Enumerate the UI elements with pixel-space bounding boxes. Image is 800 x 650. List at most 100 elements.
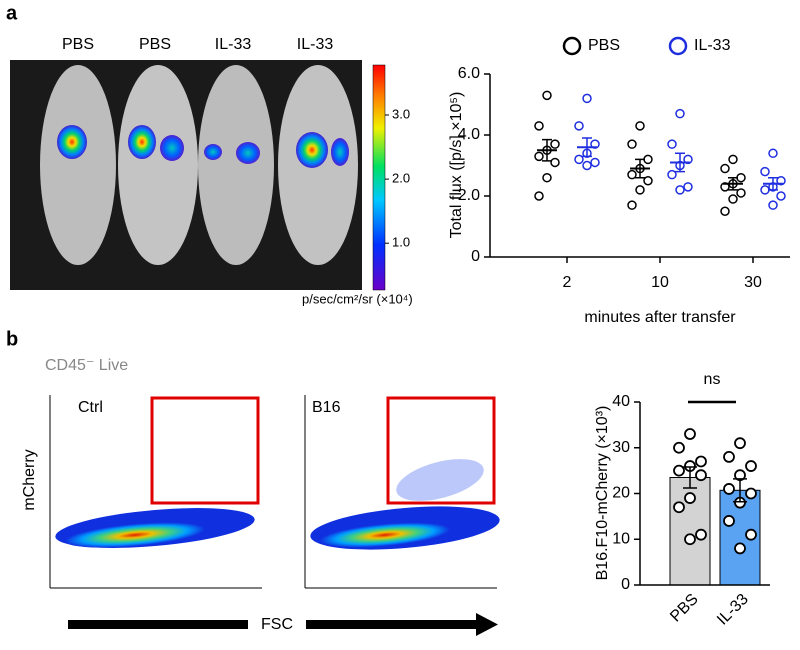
data-point <box>695 469 707 482</box>
y-tick-label: 0 <box>471 248 480 265</box>
x-tick-label: IL-33 <box>714 591 752 629</box>
data-point <box>643 176 653 186</box>
data-point <box>550 139 560 149</box>
x-tick-label: PBS <box>667 591 702 626</box>
data-point <box>627 169 637 180</box>
data-point <box>736 188 746 198</box>
y-tick-label: 20 <box>612 485 630 502</box>
y-tick-label: 40 <box>612 393 630 410</box>
y-axis-label: B16.F10-mCherry (×10³) <box>594 406 611 581</box>
data-point <box>582 93 592 104</box>
data-point <box>736 172 746 183</box>
flow-panel-label: Ctrl <box>78 399 103 416</box>
y-tick-label: 1.0 <box>392 235 410 250</box>
data-point <box>675 185 685 195</box>
data-point <box>728 194 738 204</box>
data-point <box>550 157 560 168</box>
data-point <box>635 185 645 195</box>
data-point <box>673 464 685 477</box>
legend-label: PBS <box>588 37 620 54</box>
data-point <box>760 185 770 195</box>
error-bar <box>582 137 592 158</box>
y-tick-label: 3.0 <box>392 106 410 121</box>
data-point <box>723 483 735 495</box>
y-tick-label: 2.0 <box>458 187 480 204</box>
data-point <box>590 157 600 168</box>
data-point <box>745 528 757 541</box>
data-point <box>582 160 592 171</box>
x-tick-label: 30 <box>744 274 762 291</box>
data-point <box>734 542 746 555</box>
y-axis-label: mCherry <box>21 449 38 510</box>
data-point <box>574 121 584 131</box>
panel-label: b <box>6 328 18 350</box>
error-bar <box>683 466 697 489</box>
mouse-image <box>10 60 362 290</box>
data-point <box>635 121 645 131</box>
y-tick-label: 4.0 <box>458 126 480 143</box>
data-point <box>667 169 677 180</box>
x-axis-label: FSC <box>261 616 293 633</box>
y-tick-label: 30 <box>612 439 630 456</box>
data-point <box>534 151 544 162</box>
flow-panel-label: B16 <box>312 399 341 416</box>
y-tick-label: 0 <box>621 576 630 593</box>
error-bar <box>675 152 685 173</box>
data-point <box>695 455 707 468</box>
image-label: PBS <box>139 36 171 53</box>
data-point <box>684 428 696 440</box>
error-bar <box>635 158 645 179</box>
legend-label: IL-33 <box>694 37 731 54</box>
data-point <box>768 200 778 210</box>
data-point <box>534 191 544 201</box>
data-point <box>627 139 637 149</box>
data-point <box>684 492 696 504</box>
data-point <box>542 172 552 183</box>
data-point <box>673 441 685 454</box>
data-point <box>574 154 584 165</box>
legend-marker <box>562 36 582 56</box>
error-bar <box>733 478 747 503</box>
colorbar <box>372 64 386 291</box>
image-label: PBS <box>62 36 94 53</box>
data-point <box>667 139 677 149</box>
data-point <box>768 148 778 159</box>
data-point <box>720 163 730 174</box>
data-point <box>695 528 707 541</box>
data-point <box>745 460 757 472</box>
x-tick-label: 2 <box>563 274 572 291</box>
data-point <box>673 501 685 514</box>
x-axis-label: minutes after transfer <box>584 309 736 326</box>
image-label: IL-33 <box>215 36 252 53</box>
data-point <box>760 166 770 177</box>
x-tick-label: 10 <box>651 274 669 291</box>
data-point <box>683 182 693 192</box>
data-point <box>684 533 696 546</box>
data-point <box>745 487 757 500</box>
y-tick-label: 2.0 <box>392 171 410 186</box>
data-point <box>675 108 685 119</box>
colorbar-label: p/sec/cm²/sr (×10⁴) <box>302 291 413 306</box>
y-tick-label: 10 <box>612 530 630 547</box>
data-point <box>728 154 738 165</box>
data-point <box>720 206 730 216</box>
panel-label: a <box>6 2 18 24</box>
data-point <box>723 515 735 527</box>
data-point <box>723 450 735 463</box>
data-point <box>534 121 544 131</box>
data-point <box>627 200 637 210</box>
error-bar <box>542 138 552 162</box>
error-bar <box>768 176 778 191</box>
legend-marker <box>668 36 688 56</box>
data-point <box>643 154 653 165</box>
data-point <box>542 90 552 101</box>
error-bar <box>728 176 738 191</box>
y-axis-label: Total flux ([p/s] ×10⁵) <box>448 92 465 239</box>
flow-plot <box>49 395 500 637</box>
data-point <box>734 437 746 450</box>
gate-label: CD45⁻ Live <box>45 357 128 374</box>
annotation: ns <box>704 371 721 388</box>
y-tick-label: 6.0 <box>458 65 480 82</box>
image-label: IL-33 <box>297 36 334 53</box>
